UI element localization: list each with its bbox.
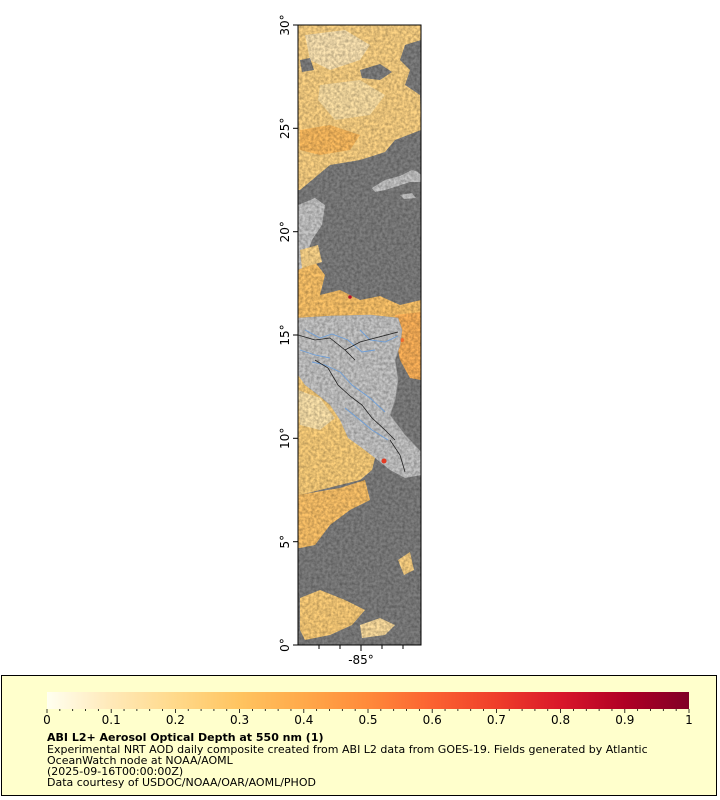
lon-label-85w: -85° <box>348 653 374 667</box>
borders <box>298 331 406 473</box>
lat-label-20: 20° <box>278 221 292 242</box>
coastline <box>298 314 421 453</box>
lat-ticks <box>293 24 298 646</box>
aod-hotspot <box>381 458 387 464</box>
lat-label-0: 0° <box>278 638 292 652</box>
legend-title: ABI L2+ Aerosol Optical Depth at 550 nm … <box>47 731 324 744</box>
legend-description-line1: Experimental NRT AOD daily composite cre… <box>47 743 648 756</box>
lat-labels: 0° 5° 10° 15° 20° 25° 30° <box>278 14 292 651</box>
aod-map[interactable]: 0° 5° 10° 15° 20° 25° 30° -85° <box>0 0 720 672</box>
lat-label-10: 10° <box>278 428 292 449</box>
lat-label-5: 5° <box>278 535 292 549</box>
lat-label-15: 15° <box>278 324 292 345</box>
lat-label-30: 30° <box>278 14 292 35</box>
legend-description-line2: OceanWatch node at NOAA/AOML <box>47 754 233 767</box>
aod-hotspot <box>348 295 352 299</box>
map-panel: 0° 5° 10° 15° 20° 25° 30° -85° <box>0 0 720 672</box>
legend-credit: Data courtesy of USDOC/NOAA/OAR/AOML/PHO… <box>47 776 316 789</box>
aod-texture <box>298 25 421 645</box>
lon-ticks <box>318 645 404 651</box>
lat-label-25: 25° <box>278 118 292 139</box>
legend-date: (2025-09-16T00:00:00Z) <box>47 765 184 778</box>
